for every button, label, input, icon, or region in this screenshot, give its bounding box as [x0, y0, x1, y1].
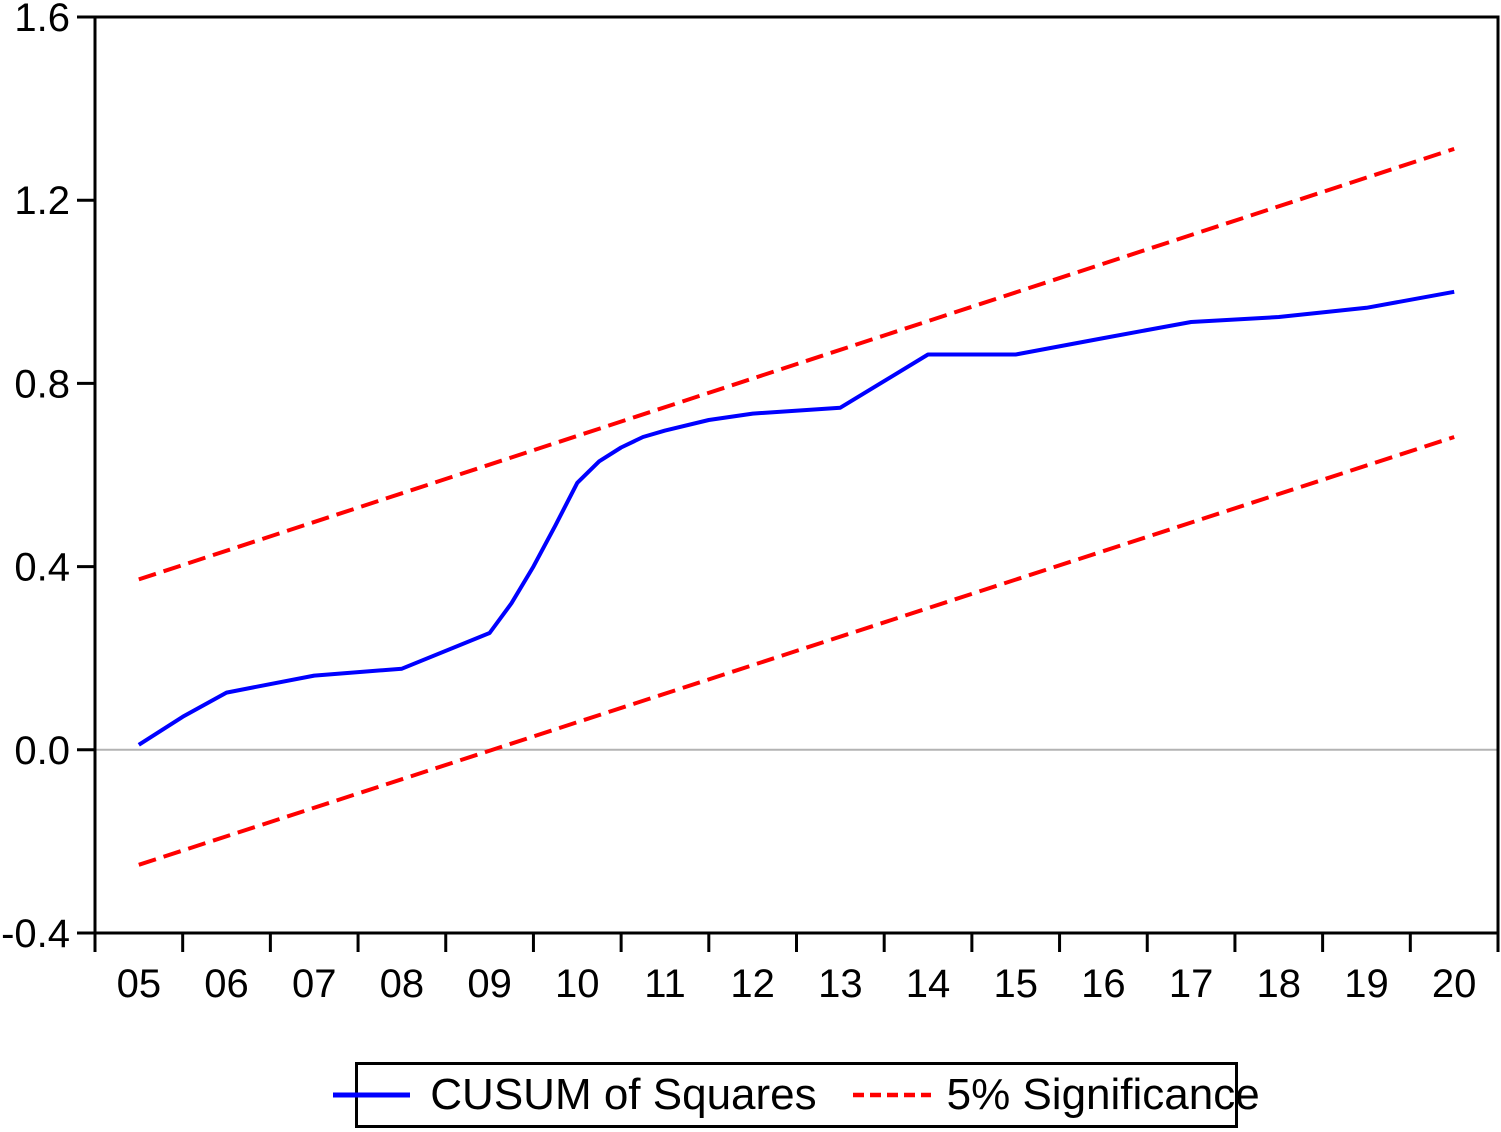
x-axis-tick-label: 18 [1257, 962, 1302, 1006]
y-axis-tick-label: 0.4 [14, 546, 70, 590]
significance-lower-line [138, 435, 1455, 867]
x-axis-tick-label: 20 [1432, 962, 1477, 1006]
significance-upper-line [138, 146, 1455, 582]
legend-label-significance: 5% Significance [946, 1070, 1260, 1119]
y-axis-tick-label: 0.8 [14, 362, 70, 406]
x-axis-tick-label: 05 [117, 962, 162, 1006]
y-axis-tick-label: 1.6 [14, 0, 70, 40]
x-axis-tick-label: 16 [1081, 962, 1126, 1006]
x-axis-tick-label: 19 [1344, 962, 1389, 1006]
x-axis-tick-label: 17 [1169, 962, 1214, 1006]
x-axis-tick-label: 11 [644, 962, 686, 1006]
x-axis-tick-label: 07 [292, 962, 337, 1006]
y-axis-tick-label: 0.0 [14, 729, 70, 773]
x-axis-tick-label: 12 [730, 962, 775, 1006]
x-axis-tick-label: 15 [993, 962, 1038, 1006]
x-axis-tick-label: 08 [380, 962, 425, 1006]
legend-label-cusum: CUSUM of Squares [430, 1070, 817, 1119]
cusum-of-squares-line [137, 289, 1455, 747]
legend-significance-line-sample [852, 1092, 931, 1098]
x-axis-tick-label: 06 [204, 962, 249, 1006]
x-axis-tick-label: 09 [467, 962, 512, 1006]
y-axis-tick-label: 1.2 [14, 179, 70, 223]
plot-border [93, 15, 1500, 935]
x-axis-tick-label: 14 [906, 962, 951, 1006]
legend: CUSUM of Squares 5% Significance [333, 1062, 1260, 1128]
y-axis-tick-label: -0.4 [1, 912, 70, 956]
legend-cusum-line-sample [333, 1092, 411, 1098]
x-axis-tick-label: 13 [818, 962, 863, 1006]
x-axis-tick-label: 10 [555, 962, 600, 1006]
